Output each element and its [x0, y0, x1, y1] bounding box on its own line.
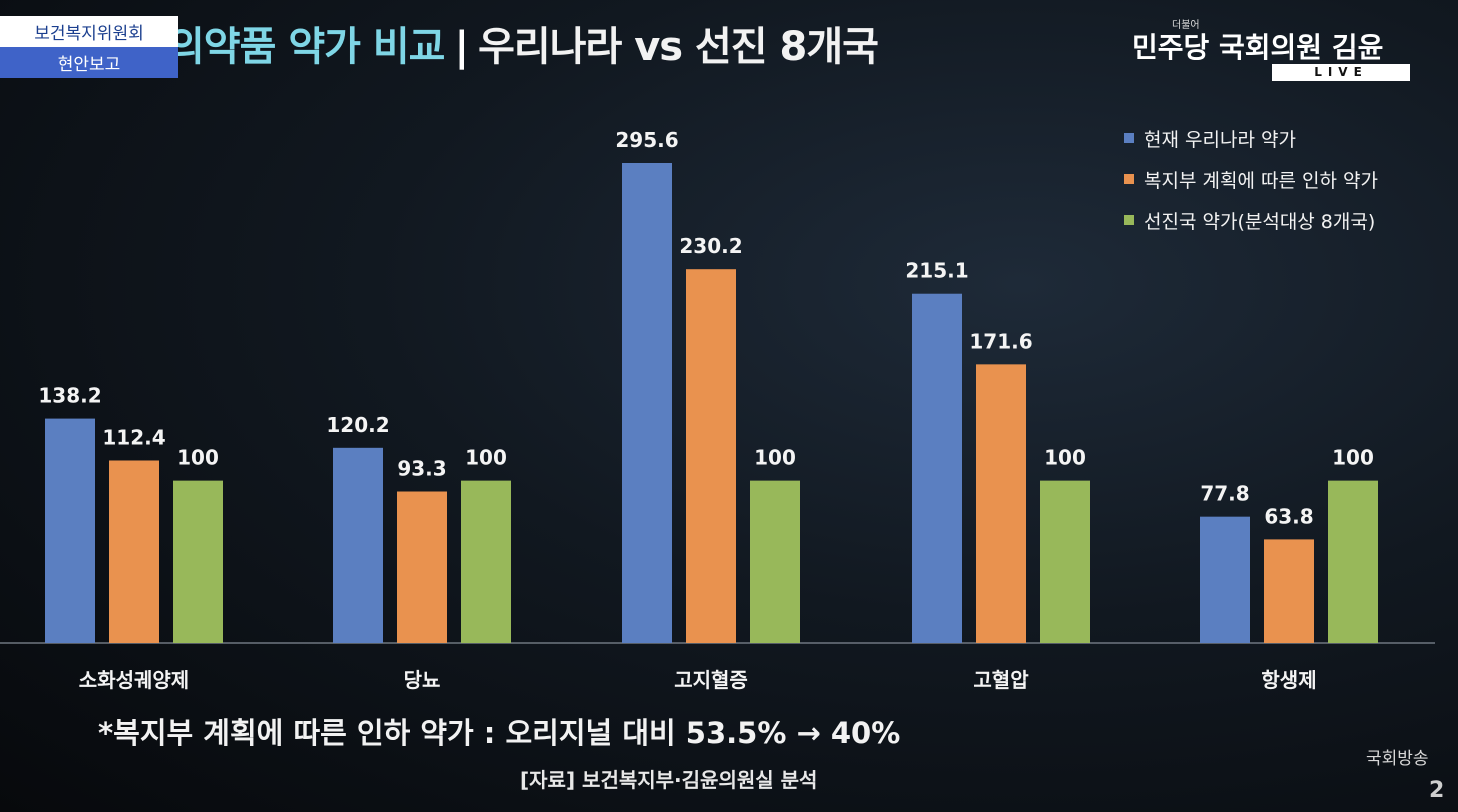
data-label-current-5: 77.8 — [1200, 482, 1249, 506]
bar-reduced-2 — [397, 491, 447, 643]
legend-swatch-current — [1124, 133, 1134, 143]
bar-current-2 — [333, 447, 383, 643]
bar-reduced-5 — [1264, 539, 1314, 643]
title-highlight: 의약품 약가 비교 — [168, 24, 445, 70]
page-number: 2 — [1429, 778, 1445, 803]
bar-advanced-2 — [461, 480, 511, 643]
category-label-4: 고혈압 — [973, 668, 1029, 692]
data-label-advanced-2: 100 — [465, 446, 507, 470]
data-label-advanced-3: 100 — [754, 446, 796, 470]
source-note: [자료] 보건복지부·김윤의원실 분석 — [520, 768, 818, 792]
channel-watermark: 국회방송 — [1366, 749, 1429, 769]
bar-advanced-1 — [173, 480, 223, 643]
category-label-3: 고지혈증 — [674, 668, 748, 692]
legend-item-reduced: 복지부 계획에 따른 인하 약가 — [1124, 169, 1378, 192]
bar-current-1 — [45, 418, 95, 643]
data-label-advanced-4: 100 — [1044, 446, 1086, 470]
broadcaster-tag: 더불어 — [1172, 20, 1200, 31]
bar-reduced-3 — [686, 269, 736, 643]
category-label-5: 항생제 — [1261, 668, 1316, 692]
committee-badge: 보건복지위원회 현안보고 — [0, 16, 178, 78]
bar-advanced-3 — [750, 480, 800, 643]
bar-reduced-1 — [109, 460, 159, 643]
slide-title: 의약품 약가 비교 | 우리나라 vs 선진 8개국 — [168, 14, 879, 72]
committee-name: 보건복지위원회 — [0, 16, 178, 47]
legend-item-advanced: 선진국 약가(분석대상 8개국) — [1124, 210, 1378, 233]
data-label-reduced-3: 230.2 — [679, 234, 742, 258]
bar-advanced-5 — [1328, 480, 1378, 643]
bar-reduced-4 — [976, 364, 1026, 643]
legend-item-current: 현재 우리나라 약가 — [1124, 128, 1378, 151]
data-label-reduced-4: 171.6 — [969, 329, 1032, 353]
chart-legend: 현재 우리나라 약가 복지부 계획에 따른 인하 약가 선진국 약가(분석대상 … — [1124, 128, 1378, 251]
category-label-2: 당뇨 — [404, 668, 441, 692]
data-label-current-2: 120.2 — [326, 413, 389, 437]
data-label-reduced-2: 93.3 — [397, 456, 446, 480]
legend-label-reduced: 복지부 계획에 따른 인하 약가 — [1144, 169, 1378, 192]
legend-label-advanced: 선진국 약가(분석대상 8개국) — [1144, 210, 1376, 233]
bar-current-3 — [622, 163, 672, 643]
bar-current-5 — [1200, 516, 1250, 643]
title-separator: | — [454, 24, 469, 70]
data-label-current-1: 138.2 — [38, 384, 101, 408]
title-main: 우리나라 vs 선진 8개국 — [478, 24, 879, 70]
broadcaster-logo: 더불어 민주당 국회의원 김윤 LIVE — [1132, 18, 1450, 84]
data-label-advanced-5: 100 — [1332, 446, 1374, 470]
data-label-reduced-1: 112.4 — [102, 425, 165, 449]
broadcaster-name: 민주당 국회의원 김윤 — [1132, 31, 1384, 64]
legend-label-current: 현재 우리나라 약가 — [1144, 128, 1296, 151]
live-badge: LIVE — [1272, 64, 1410, 81]
data-label-reduced-5: 63.8 — [1264, 504, 1313, 528]
bar-advanced-4 — [1040, 480, 1090, 643]
data-label-current-4: 215.1 — [905, 259, 968, 283]
legend-swatch-reduced — [1124, 174, 1134, 184]
category-label-1: 소화성궤양제 — [79, 668, 189, 692]
data-label-advanced-1: 100 — [177, 446, 219, 470]
committee-subtitle: 현안보고 — [0, 47, 178, 78]
footnote: *복지부 계획에 따른 인하 약가 : 오리지널 대비 53.5% → 40% — [98, 716, 901, 750]
legend-swatch-advanced — [1124, 215, 1134, 225]
data-label-current-3: 295.6 — [615, 128, 678, 152]
bar-current-4 — [912, 293, 962, 643]
